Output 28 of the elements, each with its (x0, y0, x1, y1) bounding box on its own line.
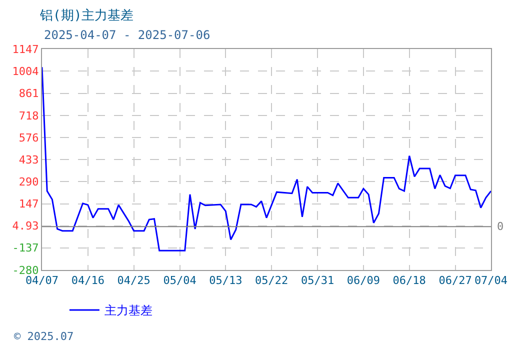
text: © 2025.07 (14, 330, 74, 343)
x-tick-label: 04/16 (71, 274, 104, 288)
chart-title: 铝(期)主力基差 (39, 8, 134, 24)
x-tick-label: 04/25 (117, 274, 150, 288)
y-tick-label: 861 (18, 87, 39, 100)
x-tick-label: 05/22 (255, 274, 288, 288)
y-tick-label: 1147 (12, 42, 39, 56)
ref-line-label: 0 (497, 220, 504, 233)
x-tick-label: 04/07 (25, 274, 59, 288)
chart-subtitle: 2025-04-07 - 2025-07-06 (44, 28, 210, 42)
y-tick-label: 147 (18, 198, 39, 211)
x-tick-label: 07/04 (474, 274, 508, 288)
y-tick-label: 1004 (12, 65, 40, 78)
x-tick-label: 05/13 (209, 274, 242, 288)
y-tick-label: 433 (18, 153, 39, 166)
x-tick-label: 06/09 (346, 274, 380, 288)
x-tick-label: 06/18 (392, 274, 426, 288)
line-series (42, 66, 491, 252)
y-tick-label: 718 (18, 109, 39, 122)
y-tick-label: 4.93 (12, 220, 39, 233)
y-tick-label: -137 (12, 242, 39, 255)
y-tick-label: 290 (18, 176, 39, 189)
legend-label: 主力基差 (104, 304, 152, 318)
y-tick-label: 576 (18, 131, 39, 144)
y-tick-label: -280 (12, 264, 39, 277)
x-tick-label: 05/31 (300, 274, 334, 288)
x-tick-label: 06/27 (438, 274, 472, 288)
x-tick-label: 05/04 (163, 274, 197, 288)
